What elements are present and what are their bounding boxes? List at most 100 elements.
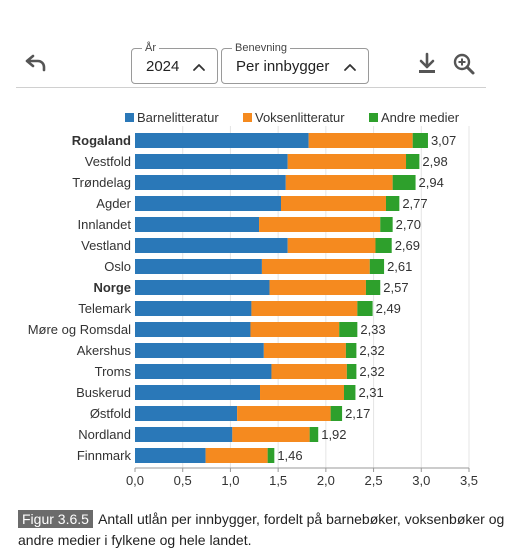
legend-swatch [125,113,134,122]
bar-segment [285,175,393,190]
download-icon [419,52,435,73]
category-label: Vestfold [85,154,131,169]
zoom-in-icon [453,53,475,75]
total-label: 1,46 [277,448,302,463]
bar-segment [343,385,356,400]
category-label: Buskerud [76,385,131,400]
bar-segment [135,175,286,190]
bar-segment [260,385,344,400]
legend-label: Andre medier [381,110,460,125]
bar-segment [237,406,331,421]
total-label: 2,32 [359,343,384,358]
bar-segment [267,448,275,463]
bar-segment [392,175,416,190]
stacked-bar-chart: Barnelitteratur Voksenlitteratur Andre med… [28,110,478,488]
metric-select-legend: Benevning [232,41,290,55]
bar-segment [135,427,233,442]
legend-swatch [369,113,378,122]
x-tick-label: 2,0 [317,473,335,488]
bar-segment [135,301,252,316]
year-select-value: 2024 [146,58,180,75]
category-label: Vestland [81,238,131,253]
bar-segment [287,238,376,253]
bar-segment [251,301,358,316]
category-label: Oslo [104,259,131,274]
bar-segment [135,238,288,253]
bar-segment [261,259,370,274]
total-label: 2,33 [360,322,385,337]
x-tick-label: 1,5 [269,473,287,488]
bar-segment [385,196,400,211]
bar-segment [135,343,264,358]
bar-segment [330,406,343,421]
bar-segment [135,133,309,148]
total-label: 2,31 [358,385,383,400]
caption-text: Antall utlån per innbygger, fordelt på b… [18,511,505,548]
bar-segment [375,238,392,253]
total-label: 1,92 [321,427,346,442]
chevron-up-icon [344,64,356,71]
total-label: 2,49 [376,301,401,316]
category-label: Nordland [78,427,131,442]
bar-segment [380,217,393,232]
bar-segment [135,154,288,169]
x-tick-label: 2,5 [365,473,383,488]
category-label: Agder [96,196,131,211]
bar-segment [309,427,319,442]
bar-segment [135,280,270,295]
category-label: Troms [95,364,132,379]
total-label: 2,77 [402,196,427,211]
year-select-legend: År [142,41,159,55]
bar-segment [345,343,357,358]
category-label: Møre og Romsdal [28,322,131,337]
category-label: Innlandet [78,217,132,232]
bar-segment [135,196,282,211]
zoom-in-button[interactable] [451,50,477,78]
total-label: 2,70 [396,217,421,232]
bar-segment [205,448,268,463]
bar-segment [346,364,357,379]
bar-segment [339,322,358,337]
category-label: Østfold [90,406,131,421]
bar-segment [135,322,251,337]
bar-segment [259,217,381,232]
bar-segment [281,196,386,211]
bar-segment [287,154,407,169]
chart-toolbar: År 2024 Benevning Per innbygger [16,40,486,88]
category-label: Finnmark [77,448,132,463]
legend-swatch [243,113,252,122]
total-label: 2,61 [387,259,412,274]
legend-label: Voksenlitteratur [255,110,345,125]
bar-segment [269,280,366,295]
total-label: 2,57 [383,280,408,295]
bar-segment [135,364,272,379]
total-label: 2,32 [359,364,384,379]
bar-segment [406,154,420,169]
total-label: 2,17 [345,406,370,421]
x-tick-label: 0,0 [126,473,144,488]
metric-select[interactable]: Benevning Per innbygger [221,41,369,84]
x-tick-label: 3,0 [412,473,430,488]
category-label: Norge [93,280,131,295]
bar-segment [308,133,413,148]
bar-segment [271,364,347,379]
bar-segment [135,448,206,463]
legend-label: Barnelitteratur [137,110,219,125]
bar-segment [232,427,310,442]
year-select[interactable]: År 2024 [131,41,218,84]
category-label: Trøndelag [72,175,131,190]
figure-caption: Figur 3.6.5 Antall utlån per innbygger, … [18,509,508,551]
bar-segment [135,259,262,274]
metric-select-value: Per innbygger [236,58,330,75]
x-tick-label: 1,0 [221,473,239,488]
undo-button[interactable] [20,50,50,78]
bar-segment [357,301,373,316]
total-label: 2,69 [395,238,420,253]
bar-segment [365,280,381,295]
bar-segment [263,343,346,358]
undo-icon [25,54,46,72]
bar-segment [135,217,260,232]
figure-label: Figur 3.6.5 [18,510,93,528]
category-label: Telemark [78,301,131,316]
download-button[interactable] [414,50,440,78]
